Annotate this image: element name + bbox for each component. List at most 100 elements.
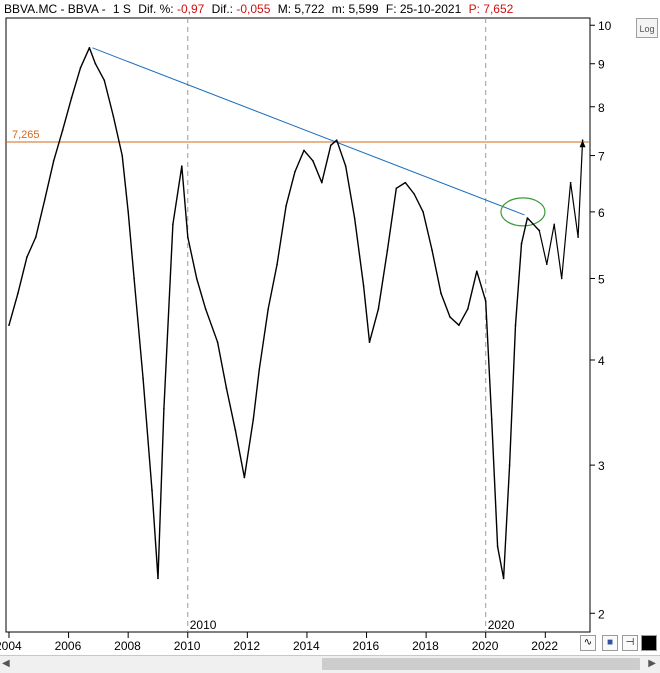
- price-point: [368, 341, 371, 343]
- price-point: [458, 324, 460, 326]
- max-label: M:: [277, 2, 292, 16]
- price-point: [526, 217, 529, 219]
- projection-series-line: [538, 140, 584, 280]
- price-point: [163, 407, 165, 410]
- highlight-ellipse: [500, 197, 546, 227]
- pin-icon: ⊣: [625, 637, 635, 648]
- price-point: [285, 205, 287, 207]
- color-swatch-button[interactable]: [641, 635, 657, 651]
- price-point: [532, 223, 535, 226]
- price-point: [157, 577, 159, 580]
- price-point: [514, 324, 517, 326]
- price-point: [52, 160, 55, 162]
- x-tick-label: 2014: [293, 639, 320, 653]
- price-point: [490, 418, 493, 421]
- price-point: [8, 324, 10, 326]
- x-tick-label: 2018: [412, 639, 439, 653]
- price-point: [362, 285, 365, 287]
- price-point: [276, 263, 278, 265]
- projection-point: [545, 263, 548, 265]
- dif-pct-value: -0,97: [176, 2, 205, 16]
- price-point: [404, 181, 407, 184]
- price-series-line: [8, 47, 540, 580]
- price-point: [335, 139, 338, 142]
- price-point: [112, 115, 115, 117]
- price-point: [440, 292, 442, 295]
- price-point: [413, 193, 416, 195]
- projection-point: [560, 277, 563, 280]
- price-point: [61, 129, 64, 132]
- price-point: [234, 429, 237, 432]
- projection-arrow-head: [579, 140, 586, 148]
- scrollbar-thumb[interactable]: [322, 658, 640, 670]
- y-tick-label: 4: [598, 354, 605, 368]
- x-tick-label: 2010: [174, 639, 201, 653]
- price-point: [127, 211, 129, 213]
- price-point: [475, 270, 478, 273]
- price-point: [243, 476, 246, 479]
- y-tick-label: 2: [598, 607, 605, 621]
- price-point: [195, 277, 198, 280]
- price-point: [377, 308, 380, 310]
- projection-point: [538, 229, 541, 232]
- y-tick-label: 7: [598, 150, 605, 164]
- year-divider-label: 2010: [190, 618, 217, 632]
- price-point: [386, 249, 389, 252]
- horizontal-level-label: 7,265: [12, 129, 40, 141]
- price-point: [79, 67, 82, 69]
- y-tick-label: 10: [598, 19, 612, 33]
- price-point: [216, 341, 219, 343]
- price-point: [204, 308, 207, 310]
- price-point: [17, 292, 19, 295]
- save-icon: ■: [606, 637, 614, 648]
- log-scale-button[interactable]: Log: [636, 18, 658, 38]
- y-tick-label: 9: [598, 58, 605, 72]
- horizontal-scrollbar[interactable]: ◀ ▶: [0, 655, 660, 673]
- price-point: [252, 418, 255, 421]
- p-label: P: [468, 2, 477, 16]
- trendline: [92, 47, 525, 216]
- chart-type-button[interactable]: ∿: [580, 635, 596, 651]
- price-point: [303, 149, 305, 152]
- year-divider-label: 2020: [488, 618, 515, 632]
- dif-label: Dif.:: [211, 2, 234, 16]
- date-value: 25-10-2021: [399, 2, 462, 16]
- timeframe-label: 1 S: [112, 2, 131, 16]
- price-point: [520, 242, 523, 245]
- plot-frame: [5, 17, 591, 633]
- price-point: [172, 223, 174, 226]
- price-point: [151, 489, 153, 492]
- scroll-right-icon[interactable]: ▶: [648, 658, 656, 669]
- dif-value: -0,055: [236, 2, 271, 16]
- scroll-left-icon[interactable]: ◀: [2, 658, 10, 669]
- projection-point: [577, 236, 579, 238]
- price-point: [267, 308, 270, 310]
- x-tick-label: 2006: [55, 639, 82, 653]
- y-tick-label: 8: [598, 101, 605, 115]
- pin-button[interactable]: ⊣: [622, 635, 638, 651]
- price-point: [422, 211, 424, 213]
- x-tick-label: 2016: [353, 639, 380, 653]
- price-point: [484, 300, 487, 302]
- y-tick-label: 5: [598, 272, 605, 286]
- price-point: [142, 377, 144, 380]
- price-point: [88, 47, 91, 49]
- min-value: 5,599: [348, 2, 379, 16]
- date-label: F:: [385, 2, 397, 16]
- save-button[interactable]: ■: [602, 635, 618, 651]
- price-point: [294, 170, 296, 173]
- price-point: [329, 144, 332, 147]
- price-point: [431, 249, 433, 252]
- price-point: [508, 464, 511, 466]
- price-point: [34, 236, 37, 238]
- max-value: 5,722: [294, 2, 325, 16]
- price-point: [449, 316, 451, 318]
- projection-point: [569, 181, 572, 184]
- price-point: [258, 368, 261, 371]
- price-point: [26, 256, 28, 258]
- p-value: : 7,652: [476, 2, 514, 16]
- price-point: [344, 165, 347, 167]
- price-point: [94, 62, 97, 65]
- price-point: [321, 181, 323, 184]
